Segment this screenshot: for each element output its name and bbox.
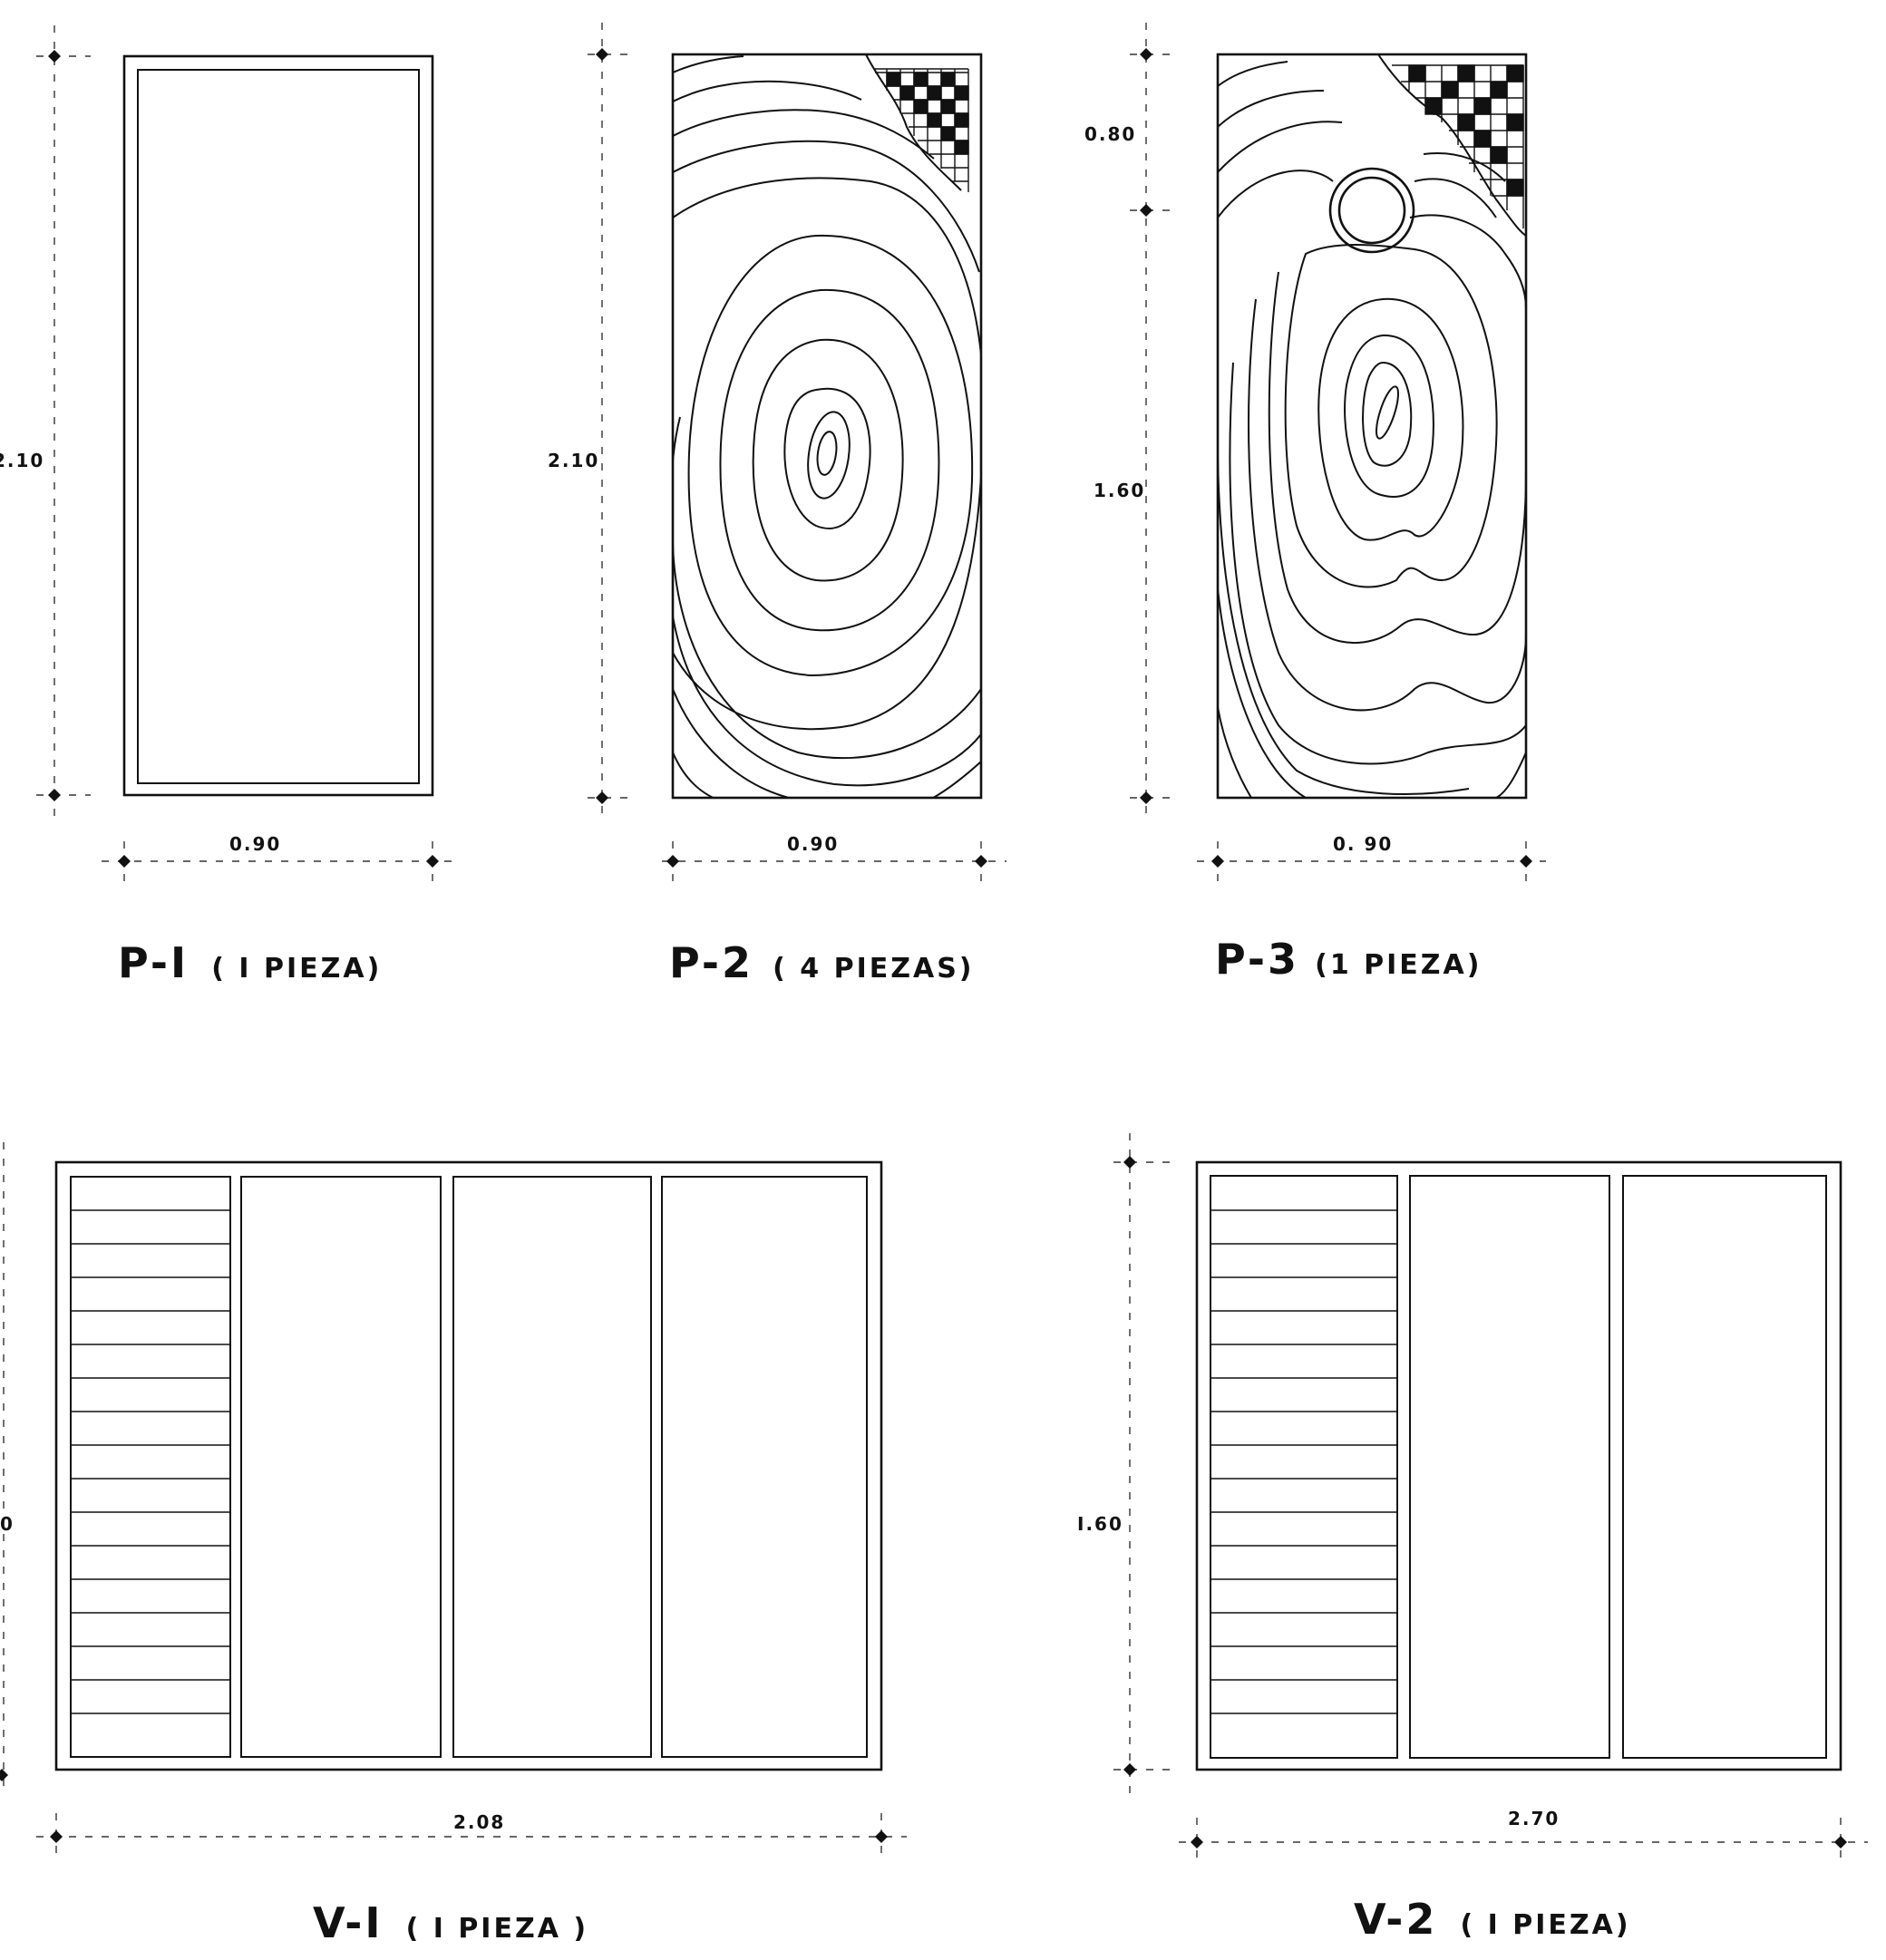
door-p1-outer-frame (122, 54, 434, 797)
window-v2: I.60 2.70 V-2 ( I PIEZA) (1077, 1133, 1868, 1944)
diamond-marker-icon (596, 48, 608, 61)
diamond-marker-icon (1834, 1836, 1847, 1848)
door-p3-peephole-inner (1337, 176, 1406, 245)
diamond-marker-icon (1191, 1836, 1203, 1848)
window-v1-pane-3 (452, 1176, 652, 1758)
door-p3: 0.80 1.60 0. 90 P-3 (1 PIEZA) (1084, 23, 1546, 984)
window-v2-caption: V-2 ( I PIEZA) (1354, 1895, 1631, 1944)
window-v1-width-label: 2.08 (453, 1811, 505, 1833)
door-p2-width-label: 0.90 (787, 833, 839, 855)
diamond-marker-icon (426, 855, 439, 868)
diamond-marker-icon (1123, 1156, 1136, 1169)
diamond-marker-icon (48, 789, 61, 801)
door-p2-tile-grid (875, 68, 969, 192)
diamond-marker-icon (596, 791, 608, 804)
door-p1-width-label: 0.90 (229, 833, 281, 855)
door-p1-caption: P-I ( I PIEZA) (118, 938, 382, 987)
door-p1-title: P-I (118, 938, 189, 987)
window-v1-outer-frame (54, 1160, 883, 1771)
door-p3-frame (1216, 53, 1528, 800)
window-v2-height-label: I.60 (1077, 1513, 1123, 1535)
door-p2-title: P-2 (669, 938, 753, 987)
window-v1-pane-1 (70, 1176, 231, 1758)
diamond-marker-icon (666, 855, 679, 868)
door-p3-tile-grid (1392, 64, 1524, 228)
diamond-marker-icon (1140, 48, 1152, 61)
door-p3-height-label: 1.60 (1094, 480, 1145, 501)
window-v1-title: V-I (313, 1898, 383, 1947)
diamond-marker-icon (118, 855, 131, 868)
door-p2-height-label: 2.10 (548, 450, 599, 471)
window-v1-caption: V-I ( I PIEZA ) (313, 1898, 588, 1947)
window-v2-pane-3 (1622, 1175, 1827, 1759)
door-p2-frame (671, 53, 983, 800)
door-p3-peephole-outer (1328, 167, 1415, 254)
diamond-marker-icon (50, 1830, 63, 1843)
diamond-marker-icon (1123, 1763, 1136, 1776)
diamond-marker-icon (1520, 855, 1532, 868)
door-p2-caption: P-2 ( 4 PIEZAS) (669, 938, 975, 987)
diamond-marker-icon (1140, 204, 1152, 217)
door-p1-inner-frame (137, 69, 420, 784)
window-v1-height-label: 0 (0, 1513, 15, 1535)
diamond-marker-icon (875, 1830, 888, 1843)
window-v2-title: V-2 (1354, 1895, 1437, 1944)
diamond-marker-icon (1140, 791, 1152, 804)
door-p1: 2.10 0.90 P-I ( I PIEZA) (0, 25, 458, 987)
window-v2-outer-frame (1195, 1160, 1842, 1771)
window-v1-pane-2 (240, 1176, 442, 1758)
door-p3-cutaway-edge (1377, 53, 1527, 237)
diamond-marker-icon (48, 50, 61, 63)
door-p1-height-label: 2.10 (0, 450, 44, 471)
door-p3-note: (1 PIEZA) (1315, 949, 1482, 981)
window-v1-louvers (71, 1209, 230, 1714)
door-p3-top-label: 0.80 (1084, 123, 1136, 145)
window-v1-note: ( I PIEZA ) (406, 1913, 589, 1945)
door-p3-title: P-3 (1215, 935, 1299, 984)
window-v2-louvers (1210, 1209, 1397, 1714)
window-v1: 0 2.08 V-I ( I PIEZA ) (0, 1142, 907, 1947)
window-v2-pane-1 (1210, 1175, 1398, 1759)
door-p2-wood-grain (673, 55, 981, 798)
door-p3-width-label: 0. 90 (1333, 833, 1393, 855)
diamond-marker-icon (1211, 855, 1224, 868)
window-v2-width-label: 2.70 (1508, 1808, 1560, 1829)
window-v1-pane-4 (661, 1176, 868, 1758)
door-p2-note: ( 4 PIEZAS) (773, 953, 974, 985)
door-p1-note: ( I PIEZA) (211, 953, 382, 985)
window-v2-note: ( I PIEZA) (1460, 1909, 1630, 1941)
window-v2-pane-2 (1409, 1175, 1610, 1759)
diamond-marker-icon (975, 855, 987, 868)
door-p2: 2.10 0.90 P-2 ( 4 PIEZAS) (548, 23, 1006, 987)
door-p2-cutaway-edge (865, 53, 962, 191)
door-p3-caption: P-3 (1 PIEZA) (1215, 935, 1482, 984)
door-p3-wood-grain (1218, 61, 1526, 798)
